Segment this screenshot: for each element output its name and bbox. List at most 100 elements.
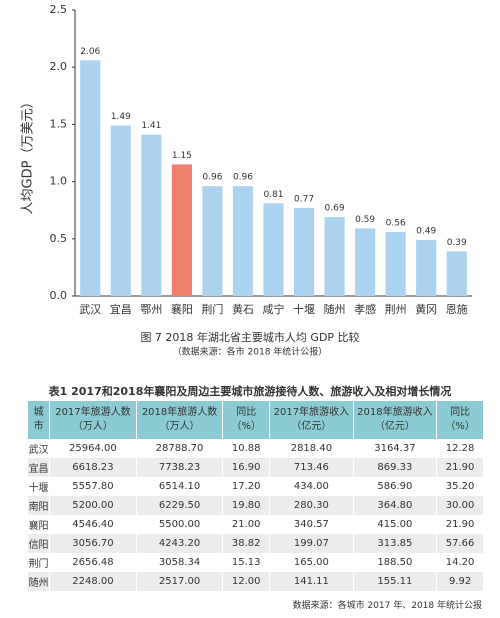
x-tick-label: 黄石: [232, 302, 254, 316]
value-label: 0.56: [386, 218, 406, 228]
table-cell: 434.00: [269, 477, 354, 496]
table-row: 武汉 25964.00 28788.70 10.88 2818.40 3164.37 12.…: [28, 439, 484, 458]
table-cell: 6229.50: [136, 496, 224, 515]
table-cell: 21.90: [436, 458, 484, 477]
table-row: 襄阳 4546.40 5500.00 21.00 340.57 415.00 21.90: [28, 515, 484, 534]
table-cell: 21.00: [222, 515, 271, 534]
column-header: 2017年旅游收入（亿元）: [269, 401, 354, 439]
table-cell: 25964.00: [49, 439, 137, 458]
table-cell: 586.90: [353, 477, 438, 496]
table-cell: 199.07: [269, 534, 354, 553]
table-cell: 2818.40: [269, 439, 354, 458]
table-cell: 35.20: [436, 477, 484, 496]
table-cell: 12.28: [436, 439, 484, 458]
bar: [141, 134, 162, 296]
table-cell: 随州: [28, 572, 51, 591]
x-tick-label: 武汉: [79, 303, 101, 316]
bar: [263, 203, 284, 296]
table-cell: 313.85: [353, 534, 438, 553]
data-table: 城市 2017年旅游人数（万人） 2018年旅游人数（万人） 同比（%） 2017年旅游…: [28, 401, 484, 591]
table-cell: 5200.00: [49, 496, 137, 515]
column-header: 2018年旅游收入（亿元）: [353, 401, 438, 439]
table-cell: 4546.40: [49, 515, 137, 534]
table-cell: 7738.23: [136, 458, 224, 477]
bar: [355, 228, 376, 296]
table-cell: 2248.00: [49, 572, 137, 591]
y-tick-label: 2.5: [50, 3, 68, 16]
table-cell: 2656.48: [49, 553, 137, 572]
chart: 人均GDP（万美元） 图 7 2018 年湖北省主要城市人均 GDP 比较 （数…: [21, 3, 472, 358]
table-row: 荆门 2656.48 3058.34 15.13 165.00 188.50 14.20: [28, 553, 484, 572]
bar: [385, 231, 406, 296]
column-header: 2018年旅游人数（万人）: [136, 401, 224, 439]
table-cell: 17.20: [222, 477, 271, 496]
table-row: 宜昌 6618.23 7738.23 16.90 713.46 869.33 21.90: [28, 458, 484, 477]
column-header: 2017年旅游人数（万人）: [49, 401, 137, 439]
caption: 图 7 2018 年湖北省主要城市人均 GDP 比较: [140, 330, 359, 344]
bar: [171, 164, 192, 296]
table-cell: 6514.10: [136, 477, 224, 496]
value-label: 1.15: [172, 151, 192, 161]
table-cell: 南阳: [28, 496, 51, 515]
table-cell: 荆门: [28, 553, 51, 572]
table-cell: 141.11: [269, 572, 354, 591]
x-tick-label: 恩施: [446, 303, 468, 316]
column-header: 同比（%）: [436, 401, 484, 439]
table-cell: 12.00: [222, 572, 271, 591]
value-label: 0.49: [416, 226, 436, 236]
table-cell: 57.66: [436, 534, 484, 553]
table-cell: 10.88: [222, 439, 271, 458]
y-tick-label: 1.0: [50, 175, 68, 188]
table-cell: 364.80: [353, 496, 438, 515]
value-label: 2.06: [80, 47, 100, 57]
y-axis-label: 人均GDP（万美元）: [21, 96, 36, 215]
table-cell: 3058.34: [136, 553, 224, 572]
table-cell: 713.46: [269, 458, 354, 477]
table-cell: 30.00: [436, 496, 484, 515]
caption-source: （数据来源：各市 2018 年统计公报）: [173, 346, 328, 358]
table-cell: 宜昌: [28, 458, 51, 477]
table-cell: 襄阳: [28, 515, 51, 534]
table-cell: 188.50: [353, 553, 438, 572]
bar: [232, 186, 254, 296]
x-tick-label: 黄冈: [415, 302, 437, 316]
value-label: 0.69: [325, 204, 345, 214]
y-tick-label: 1.5: [50, 117, 68, 130]
value-label: 0.96: [202, 173, 222, 183]
table-cell: 4243.20: [136, 534, 224, 553]
table-cell: 165.00: [269, 553, 354, 572]
table-cell: 14.20: [436, 553, 484, 572]
table-cell: 3164.37: [353, 439, 438, 458]
bar: [202, 186, 223, 296]
table-cell: 340.57: [269, 515, 354, 534]
table-cell: 21.90: [436, 515, 484, 534]
column-header: 城市: [28, 401, 51, 439]
table-cell: 2517.00: [136, 572, 224, 591]
x-tick-label: 宜昌: [110, 302, 132, 316]
table-row: 随州 2248.00 2517.00 12.00 141.11 155.11 9.92: [28, 572, 484, 591]
table-cell: 武汉: [28, 439, 51, 458]
y-tick-label: 2.0: [50, 60, 68, 73]
bar: [324, 217, 345, 296]
value-label: 0.96: [233, 173, 253, 183]
table-cell: 16.90: [222, 458, 271, 477]
table-title: 表1 2017和2018年襄阳及周边主要城市旅游接待人数、旅游收入及相对增长情况: [48, 385, 452, 398]
bar: [110, 125, 131, 296]
table-cell: 415.00: [353, 515, 438, 534]
x-tick-label: 荆州: [385, 303, 407, 316]
table-cell: 280.30: [269, 496, 354, 515]
value-label: 0.59: [355, 215, 375, 225]
value-label: 0.81: [263, 190, 283, 200]
table-cell: 5500.00: [136, 515, 224, 534]
table-row: 信阳 3056.70 4243.20 38.82 199.07 313.85 57.66: [28, 534, 484, 553]
table-cell: 9.92: [436, 572, 484, 591]
table-cell: 38.82: [222, 534, 271, 553]
value-label: 1.41: [141, 121, 161, 131]
table-row: 南阳 5200.00 6229.50 19.80 280.30 364.80 30.00: [28, 496, 484, 515]
table-cell: 6618.23: [49, 458, 137, 477]
bar: [416, 239, 437, 296]
x-tick-label: 随州: [324, 302, 346, 316]
table-cell: 5557.80: [49, 477, 137, 496]
column-header: 同比（%）: [222, 401, 271, 439]
